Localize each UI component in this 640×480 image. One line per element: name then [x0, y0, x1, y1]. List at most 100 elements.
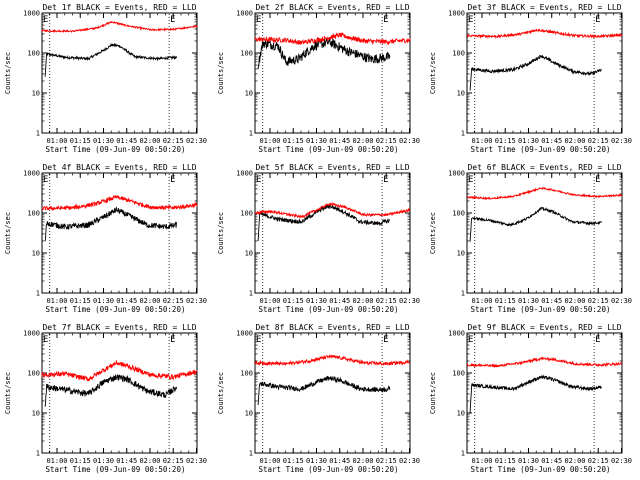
- x-tick-label: 01:30: [93, 457, 114, 465]
- event-marker-label: E: [595, 335, 600, 345]
- x-tick-label: 01:15: [70, 297, 91, 305]
- y-axis-label: Counts/sec: [4, 212, 12, 254]
- x-tick-label: 01:00: [46, 457, 67, 465]
- x-axis-label: Start Time (09-Jun-09 00:50:20): [46, 465, 186, 474]
- event-marker-label: E: [595, 175, 600, 185]
- x-tick-label: 01:30: [518, 457, 539, 465]
- x-tick-label: 01:00: [46, 137, 67, 145]
- x-tick-label: 02:00: [564, 137, 585, 145]
- y-tick-label: 100: [452, 370, 465, 378]
- x-tick-label: 02:30: [399, 457, 420, 465]
- y-tick-label: 10: [457, 410, 465, 418]
- x-tick-label: 01:45: [329, 457, 350, 465]
- y-axis-label: Counts/sec: [429, 212, 437, 254]
- panel-title: Det 2f BLACK = Events, RED = LLD: [255, 3, 409, 12]
- x-tick-label: 02:30: [611, 297, 632, 305]
- events-series-line: [257, 37, 391, 70]
- panel-title: Det 7f BLACK = Events, RED = LLD: [42, 323, 196, 332]
- panel-title: Det 8f BLACK = Events, RED = LLD: [255, 323, 409, 332]
- y-tick-label: 1: [249, 130, 253, 138]
- x-tick-label: 01:15: [70, 457, 91, 465]
- x-tick-label: 01:30: [93, 137, 114, 145]
- y-tick-label: 10: [457, 90, 465, 98]
- x-tick-label: 02:30: [399, 297, 420, 305]
- event-marker-label: E: [256, 15, 261, 25]
- y-tick-label: 10: [32, 90, 40, 98]
- x-axis-label: Start Time (09-Jun-09 00:50:20): [46, 145, 186, 154]
- y-tick-label: 1000: [236, 170, 253, 178]
- x-tick-label: 02:30: [186, 137, 207, 145]
- panel-det-4: Det 4f BLACK = Events, RED = LLD 1 10 100 10…: [4, 163, 207, 314]
- plot-frame: [466, 12, 623, 134]
- y-tick-label: 10: [32, 410, 40, 418]
- events-series-line: [469, 206, 603, 242]
- x-tick-label: 01:30: [306, 297, 327, 305]
- event-marker-label: E: [468, 335, 473, 345]
- x-tick-label: 02:00: [564, 297, 585, 305]
- y-tick-label: 1000: [236, 330, 253, 338]
- plot-frame: [466, 172, 623, 294]
- events-series-line: [257, 203, 391, 242]
- x-tick-label: 01:45: [541, 297, 562, 305]
- x-tick-label: 02:30: [186, 297, 207, 305]
- y-tick-label: 100: [240, 50, 253, 58]
- x-tick-label: 01:00: [259, 297, 280, 305]
- x-axis-label: Start Time (09-Jun-09 00:50:20): [46, 305, 186, 314]
- x-tick-label: 01:30: [93, 297, 114, 305]
- plot-frame: [254, 172, 411, 294]
- events-series-line: [44, 42, 177, 77]
- y-tick-label: 1000: [23, 330, 40, 338]
- y-tick-label: 1000: [23, 170, 40, 178]
- y-tick-label: 100: [240, 370, 253, 378]
- y-axis-label: Counts/sec: [429, 372, 437, 414]
- x-tick-label: 01:15: [70, 137, 91, 145]
- events-series-line: [257, 375, 391, 406]
- x-axis-label: Start Time (09-Jun-09 00:50:20): [259, 465, 399, 474]
- x-tick-label: 02:15: [376, 457, 397, 465]
- panel-det-2: Det 2f BLACK = Events, RED = LLD 1 10 100 10…: [217, 3, 420, 154]
- lld-series-line: [41, 20, 198, 34]
- y-tick-label: 1: [36, 290, 40, 298]
- x-tick-label: 02:00: [139, 297, 160, 305]
- x-tick-label: 02:00: [564, 457, 585, 465]
- x-tick-label: 01:00: [46, 297, 67, 305]
- y-tick-label: 1: [461, 130, 465, 138]
- y-tick-label: 10: [32, 250, 40, 258]
- x-tick-label: 02:30: [611, 457, 632, 465]
- y-tick-label: 1: [461, 290, 465, 298]
- x-tick-label: 01:00: [259, 457, 280, 465]
- lld-series-line: [41, 360, 198, 382]
- x-tick-label: 01:45: [541, 457, 562, 465]
- x-tick-label: 01:45: [116, 137, 137, 145]
- plot-frame: [466, 332, 623, 454]
- y-tick-label: 1: [36, 450, 40, 458]
- x-tick-label: 01:15: [283, 457, 304, 465]
- y-tick-label: 10: [457, 250, 465, 258]
- x-tick-label: 01:45: [116, 297, 137, 305]
- panel-title: Det 1f BLACK = Events, RED = LLD: [42, 3, 196, 12]
- panel-det-3: Det 3f BLACK = Events, RED = LLD 1 10 100 10…: [429, 3, 632, 154]
- y-tick-label: 1000: [236, 10, 253, 18]
- plot-frame: [41, 332, 198, 454]
- event-marker-label: E: [595, 15, 600, 25]
- y-axis-label: Counts/sec: [4, 372, 12, 414]
- plot-frame: [41, 172, 198, 294]
- panel-det-7: Det 7f BLACK = Events, RED = LLD 1 10 100 10…: [4, 323, 207, 474]
- x-axis-label: Start Time (09-Jun-09 00:50:20): [471, 305, 611, 314]
- x-tick-label: 01:45: [116, 457, 137, 465]
- event-marker-label: E: [43, 175, 48, 185]
- y-axis-label: Counts/sec: [217, 372, 225, 414]
- y-tick-label: 1000: [448, 170, 465, 178]
- x-tick-label: 01:00: [471, 137, 492, 145]
- y-tick-label: 100: [452, 210, 465, 218]
- y-tick-label: 10: [245, 410, 253, 418]
- event-marker-label: E: [170, 335, 175, 345]
- x-tick-label: 01:45: [541, 137, 562, 145]
- y-tick-label: 10: [245, 90, 253, 98]
- event-marker-label: E: [256, 335, 261, 345]
- plot-frame: [41, 12, 198, 134]
- y-tick-label: 100: [240, 210, 253, 218]
- panel-det-8: Det 8f BLACK = Events, RED = LLD 1 10 100 10…: [217, 323, 420, 474]
- lld-series-line: [254, 202, 411, 219]
